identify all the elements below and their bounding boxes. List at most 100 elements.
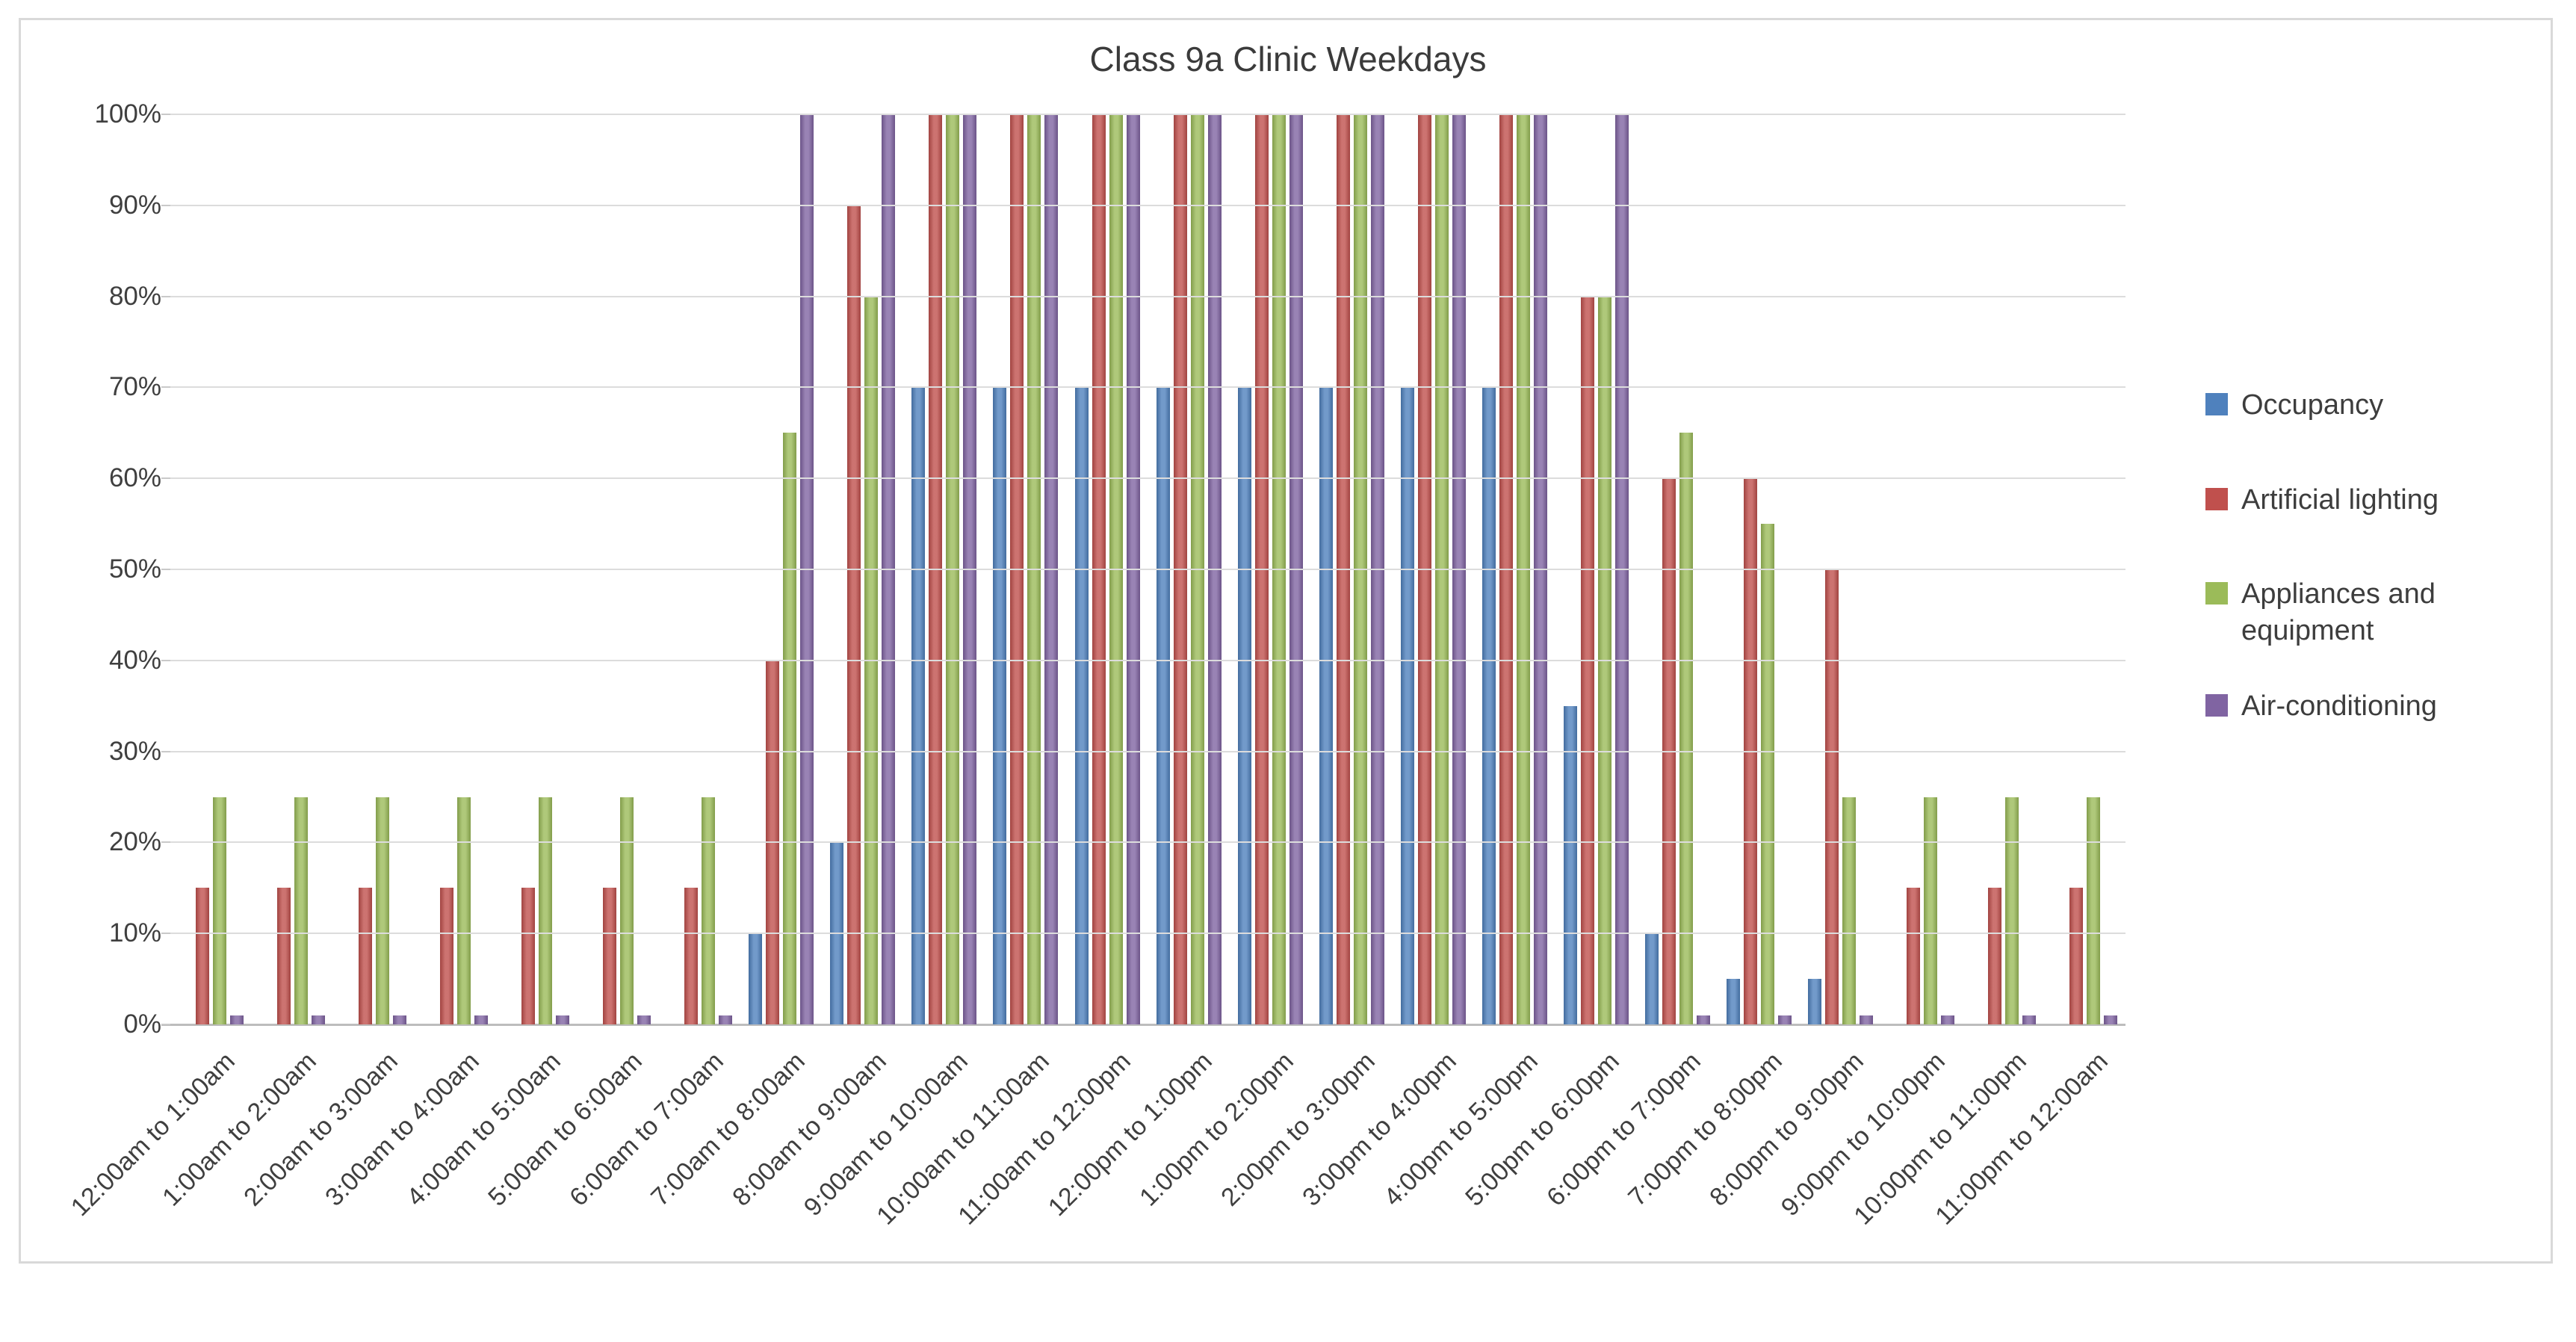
air-conditioning-legend-swatch-icon	[2205, 693, 2228, 717]
gridline	[170, 295, 2125, 297]
y-axis-tick-label: 100%	[94, 99, 161, 129]
air-conditioning-bar	[1859, 1015, 1873, 1024]
y-axis-tick-mark	[161, 204, 170, 206]
y-axis-tick-mark	[161, 477, 170, 480]
legend-label: Artificial lighting	[2241, 483, 2439, 516]
artificial-lighting-bar	[603, 888, 617, 1024]
x-axis-tick-label: 6:00am to 7:00am	[563, 1047, 729, 1212]
artificial-lighting-bar	[277, 888, 291, 1024]
artificial-lighting-bar	[196, 888, 210, 1024]
x-axis-line	[161, 1024, 2125, 1026]
artificial-lighting-bar	[2069, 888, 2084, 1024]
y-axis-tick-label: 20%	[108, 827, 161, 857]
y-axis-tick-mark	[161, 569, 170, 570]
occupancy-bar	[1481, 387, 1496, 1024]
y-axis-tick-label: 10%	[108, 918, 161, 948]
air-conditioning-bar	[2104, 1015, 2118, 1024]
artificial-lighting-legend-swatch-icon	[2205, 487, 2228, 510]
air-conditioning-bar	[1696, 1015, 1710, 1024]
occupancy-bar	[1400, 387, 1414, 1024]
y-axis-tick-label: 50%	[108, 554, 161, 584]
appliances-and-equipment-bar	[457, 797, 471, 1024]
artificial-lighting-bar	[1824, 569, 1839, 1024]
y-axis-tick-mark	[161, 386, 170, 389]
y-axis-tick-label: 60%	[108, 463, 161, 493]
appliances-and-equipment-bar	[1679, 433, 1693, 1024]
occupancy-bar	[1563, 705, 1577, 1024]
y-axis-tick-mark	[161, 295, 170, 297]
occupancy-bar	[1156, 387, 1170, 1024]
air-conditioning-bar	[230, 1015, 244, 1024]
occupancy-bar	[1807, 979, 1821, 1024]
y-axis-tick-label: 70%	[108, 372, 161, 402]
gridline	[170, 114, 2125, 115]
occupancy-bar	[1074, 387, 1089, 1024]
y-axis-tick-mark	[161, 659, 170, 661]
occupancy-legend-swatch-icon	[2205, 393, 2228, 415]
chart-frame-border	[19, 18, 2553, 1264]
artificial-lighting-bar	[359, 888, 373, 1024]
x-axis-tick-label: 7:00am to 8:00am	[645, 1047, 811, 1212]
gridline	[170, 569, 2125, 570]
x-axis-tick-label: 4:00am to 5:00am	[400, 1047, 566, 1212]
artificial-lighting-bar	[1907, 888, 1920, 1024]
legend-item-appliances-and-equipment: Appliances and equipment	[2205, 576, 2549, 649]
gridline	[170, 204, 2125, 206]
air-conditioning-bar	[474, 1015, 489, 1024]
occupancy-bar	[993, 387, 1007, 1024]
occupancy-bar	[749, 933, 763, 1024]
y-axis-tick-label: 30%	[108, 736, 161, 766]
air-conditioning-bar	[1941, 1015, 1954, 1024]
artificial-lighting-bar	[847, 205, 861, 1024]
air-conditioning-bar	[719, 1015, 733, 1024]
air-conditioning-bar	[1777, 1015, 1792, 1024]
appliances-and-equipment-bar	[702, 797, 716, 1024]
appliances-and-equipment-bar	[783, 433, 797, 1024]
bar-group	[1800, 114, 1881, 1024]
bar-group	[1963, 114, 2044, 1024]
air-conditioning-bar	[556, 1015, 570, 1024]
legend-item-artificial-lighting: Artificial lighting	[2205, 482, 2549, 519]
appliances-and-equipment-bar	[539, 797, 553, 1024]
air-conditioning-bar	[393, 1015, 407, 1024]
appliances-and-equipment-bar	[1842, 797, 1856, 1024]
artificial-lighting-bar	[521, 888, 536, 1024]
y-axis-tick-label: 0%	[123, 1009, 161, 1039]
gridline	[170, 933, 2125, 935]
y-axis-tick-mark	[161, 1024, 170, 1025]
occupancy-bar	[1726, 979, 1740, 1024]
chart-title: Class 9a Clinic Weekdays	[1089, 40, 1487, 78]
legend-label: Air-conditioning	[2241, 690, 2437, 722]
bar-group	[1718, 114, 1800, 1024]
artificial-lighting-bar	[440, 888, 454, 1024]
gridline	[170, 750, 2125, 752]
appliances-and-equipment-bar	[1760, 524, 1774, 1024]
appliances-and-equipment-legend-swatch-icon	[2205, 582, 2228, 605]
plot-area	[161, 114, 2125, 1026]
appliances-and-equipment-bar	[2087, 797, 2101, 1024]
air-conditioning-bar	[2022, 1015, 2037, 1024]
bar-group	[170, 114, 252, 1024]
bar-group	[1311, 114, 1393, 1024]
legend-item-occupancy: Occupancy	[2205, 387, 2549, 424]
y-axis-tick-label: 40%	[108, 645, 161, 675]
artificial-lighting-bar	[1988, 888, 2002, 1024]
appliances-and-equipment-bar	[1924, 797, 1937, 1024]
artificial-lighting-bar	[684, 888, 699, 1024]
y-axis: 0% 10% 20% 30% 40% 50% 60% 70% 80% 90% 100%	[22, 99, 161, 1039]
bar-group	[578, 114, 659, 1024]
legend: Occupancy Artificial lighting Appliances…	[2205, 387, 2549, 724]
y-axis-tick-mark	[161, 841, 170, 844]
air-conditioning-bar	[637, 1015, 651, 1024]
y-axis-tick-mark	[161, 750, 170, 752]
y-axis-tick-label: 80%	[108, 281, 161, 311]
legend-label: Appliances and equipment	[2241, 578, 2436, 646]
occupancy-bar	[1319, 387, 1333, 1024]
bar-group	[333, 114, 415, 1024]
bar-group	[252, 114, 333, 1024]
appliances-and-equipment-bar	[620, 797, 634, 1024]
x-axis-tick-label: 5:00am to 6:00am	[482, 1047, 648, 1212]
gridline	[170, 841, 2125, 844]
air-conditioning-bar	[312, 1015, 326, 1024]
y-axis-tick-mark	[161, 114, 170, 115]
